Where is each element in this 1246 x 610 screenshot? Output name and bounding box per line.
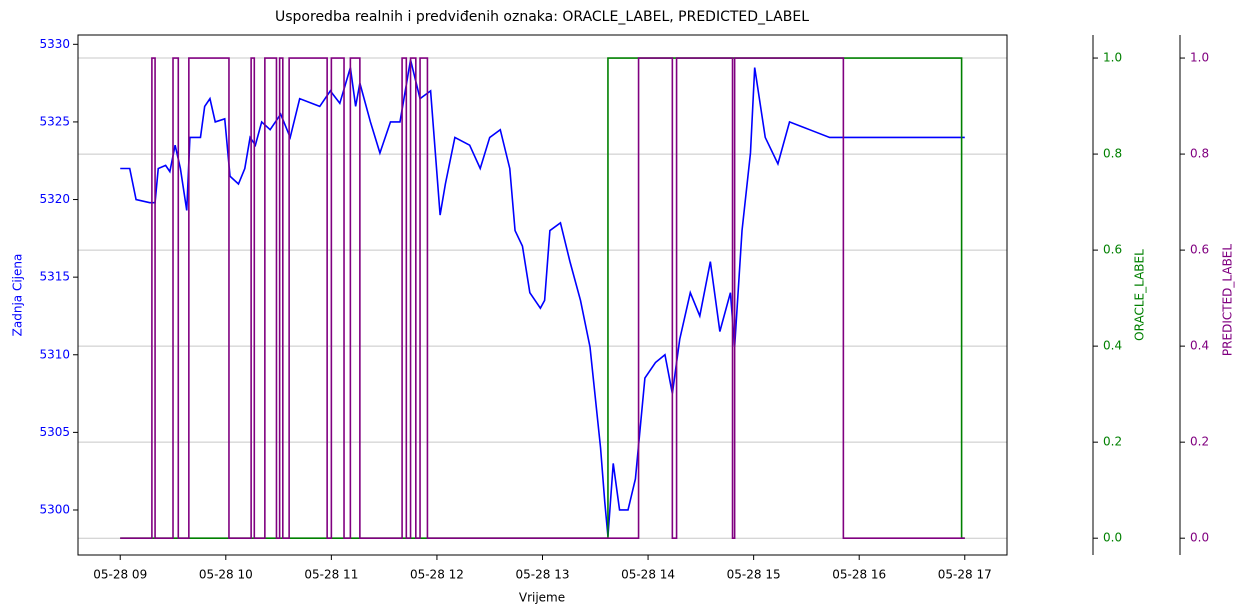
- chart-title: Usporedba realnih i predviđenih oznaka: …: [275, 9, 809, 25]
- x-tick-label: 05-28 16: [832, 568, 886, 582]
- x-tick-label: 05-28 09: [93, 568, 147, 582]
- y-tick-label: 5310: [39, 347, 70, 361]
- y-tick-label: 5315: [39, 270, 70, 284]
- y2-tick-label: 0.0: [1103, 531, 1122, 545]
- plot-frame: [77, 34, 1008, 556]
- y-axis-label: Zadnja Cijena: [11, 254, 25, 337]
- y-tick-label: 5330: [39, 37, 70, 51]
- y3-tick-label: 0.8: [1190, 147, 1209, 161]
- y3-axis-label: PREDICTED_LABEL: [1221, 244, 1235, 356]
- y2-tick-label: 0.6: [1103, 243, 1122, 257]
- x-tick-label: 05-28 11: [304, 568, 358, 582]
- x-tick-label: 05-28 17: [938, 568, 992, 582]
- x-axis-label: Vrijeme: [519, 591, 565, 605]
- y3-tick-label: 0.2: [1190, 435, 1209, 449]
- x-tick-label: 05-28 14: [621, 568, 675, 582]
- series-line: [120, 57, 965, 539]
- x-tick-label: 05-28 12: [410, 568, 464, 582]
- y-tick-label: 5320: [39, 192, 70, 206]
- y2-axis-label: ORACLE_LABEL: [1133, 249, 1147, 341]
- y-tick-label: 5300: [39, 502, 70, 516]
- y-tick-label: 5325: [39, 114, 70, 128]
- x-tick-label: 05-28 15: [727, 568, 781, 582]
- y2-tick-label: 0.8: [1103, 147, 1122, 161]
- y-tick-label: 5305: [39, 425, 70, 439]
- y3-tick-label: 0.6: [1190, 243, 1209, 257]
- x-tick-label: 05-28 13: [516, 568, 570, 582]
- y3-tick-label: 0.0: [1190, 531, 1209, 545]
- y2-tick-label: 1.0: [1103, 51, 1122, 65]
- y3-tick-label: 1.0: [1190, 51, 1209, 65]
- y2-tick-label: 0.2: [1103, 435, 1122, 449]
- series-line: [120, 59, 965, 537]
- series-line: [120, 57, 965, 539]
- y2-tick-label: 0.4: [1103, 339, 1122, 353]
- x-tick-label: 05-28 10: [199, 568, 253, 582]
- y3-tick-label: 0.4: [1190, 339, 1209, 353]
